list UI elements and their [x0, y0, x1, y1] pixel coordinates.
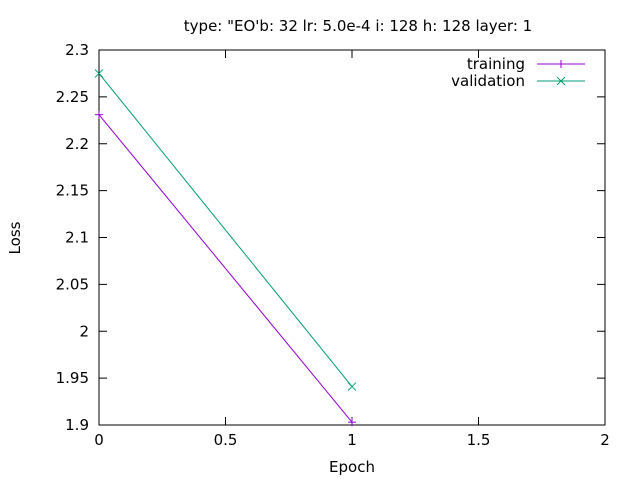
legend-marker-training — [557, 60, 565, 68]
data-point-validation — [347, 382, 357, 391]
legend-label-validation: validation — [451, 72, 525, 90]
y-tick-label: 2.3 — [65, 41, 89, 59]
legend-marker-validation — [556, 76, 566, 86]
y-tick-label: 1.95 — [56, 369, 89, 387]
x-tick-label: 1.5 — [467, 431, 491, 449]
y-axis-ticks: 1.9 1.95 2 2.05 2.1 2.15 2.2 2.25 2.3 — [56, 41, 605, 434]
x-tick-label: 0 — [94, 431, 104, 449]
series-layer — [94, 69, 357, 427]
x-tick-label: 2 — [600, 431, 610, 449]
series-line-training — [98, 114, 353, 423]
y-tick-label: 1.9 — [65, 416, 89, 434]
y-tick-label: 2.15 — [56, 182, 89, 200]
chart-title: type: "EO'b: 32 lr: 5.0e-4 i: 128 h: 128… — [184, 17, 532, 35]
x-axis-ticks: 0 0.5 1 1.5 2 — [94, 50, 610, 449]
y-tick-label: 2.25 — [56, 88, 89, 106]
legend-label-training: training — [467, 55, 525, 73]
data-point-training — [348, 418, 356, 427]
data-point-training — [95, 110, 103, 119]
series-line-validation — [98, 73, 353, 387]
y-tick-label: 2.2 — [65, 135, 89, 153]
x-tick-label: 0.5 — [214, 431, 238, 449]
x-axis-label: Epoch — [329, 458, 375, 476]
x-tick-label: 1 — [347, 431, 357, 449]
data-point-validation — [94, 69, 104, 78]
y-tick-label: 2.1 — [65, 229, 89, 247]
y-tick-label: 2 — [79, 322, 89, 340]
y-axis-label: Loss — [6, 221, 24, 254]
y-tick-label: 2.05 — [56, 275, 89, 293]
plot-frame — [98, 49, 606, 426]
